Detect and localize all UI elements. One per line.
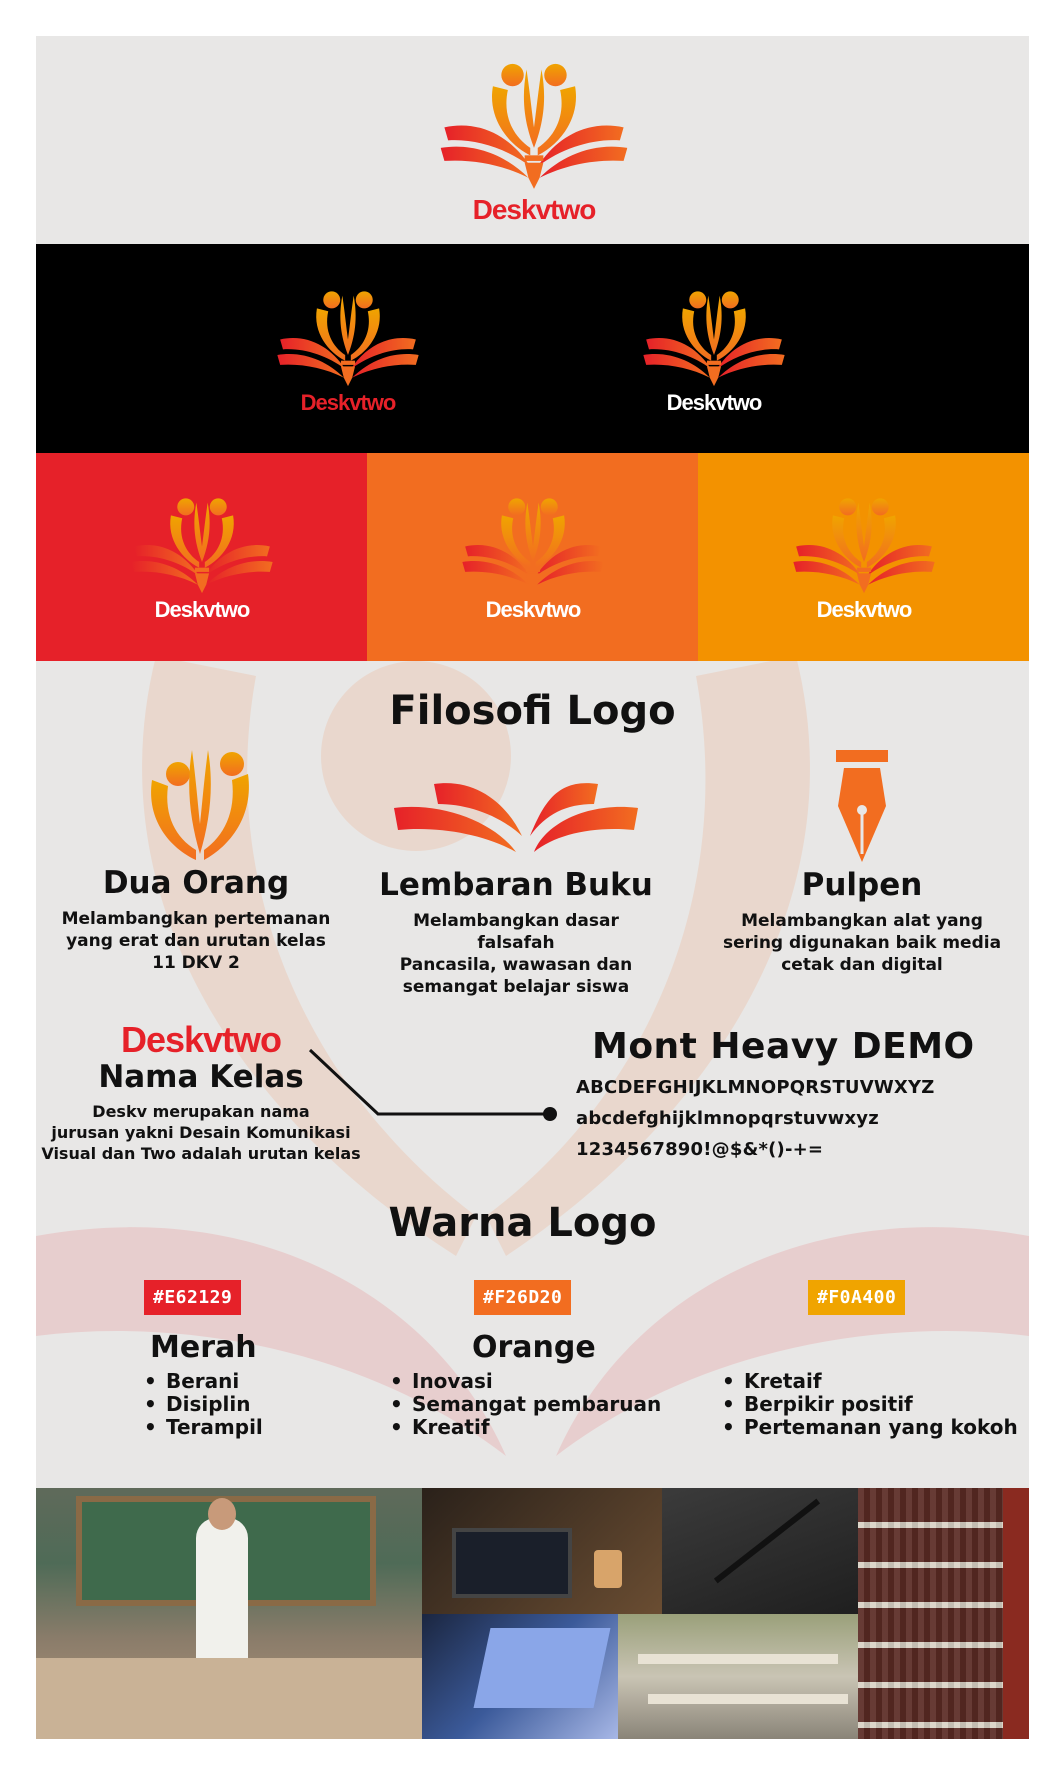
library-bookshelf-photo [858, 1488, 1029, 1739]
list-item: Terampil [144, 1416, 263, 1439]
white-logo-on-amber: Deskvtwo [788, 497, 940, 621]
class-name-heading: Nama Kelas [98, 1059, 304, 1095]
logo-wordmark: Deskvtwo [154, 597, 251, 622]
philosophy-heading: Lembaran Buku [379, 867, 653, 903]
logo-wordmark: Deskvtwo [666, 390, 763, 415]
students-exam-photo [618, 1614, 858, 1739]
pen-on-paper-photo [662, 1488, 858, 1614]
dark-background-band: .p{fill:url(#gPeople)}.b{fill:url(#gBook… [36, 244, 1029, 453]
swatch-red: #E62129 [144, 1280, 242, 1315]
orange-logo-cell: Deskvtwo [367, 453, 698, 661]
primary-logo-band: .p{fill:url(#gPeople)}.b{fill:url(#gBook… [36, 36, 1029, 244]
list-item: Disiplin [144, 1393, 263, 1416]
class-name-description: Deskv merupakan nama jurusan yakni Desai… [41, 1102, 361, 1163]
swatch-orange: #F26D20 [474, 1280, 572, 1315]
pen-nib-icon [836, 750, 888, 862]
people-book-pen-logo-icon [788, 497, 940, 603]
classroom-teacher-photo [36, 1488, 422, 1739]
traits-red: Berani Disiplin Terampil [144, 1370, 263, 1439]
color-background-band: Deskvtwo Deskvtwo Deskvtwo [36, 453, 1029, 661]
palette-title: Warna Logo [388, 1200, 657, 1246]
philosophy-description: Melambangkan dasar falsafah Pancasila, w… [399, 911, 633, 998]
color-name-orange: Orange [472, 1330, 596, 1365]
philosophy-description: Melambangkan alat yang sering digunakan … [722, 911, 1002, 976]
philosophy-item-book: Lembaran Buku Melambangkan dasar falsafa… [376, 868, 656, 998]
list-item: Kreatif [390, 1416, 661, 1439]
logo-wordmark: Deskvtwo [816, 597, 913, 622]
list-item: Inovasi [390, 1370, 661, 1393]
typeface-digits: 1234567890!@$&*()-+= [576, 1139, 824, 1160]
philosophy-title: Filosofi Logo [389, 688, 676, 734]
laptop-desk-photo [422, 1488, 662, 1614]
color-logo-on-black: .p{fill:url(#gPeople)}.b{fill:url(#gBook… [272, 290, 424, 414]
typeface-specimen: Mont Heavy DEMO ABCDEFGHIJKLMNOPQRSTUVWX… [576, 1026, 975, 1160]
list-item: Berani [144, 1370, 263, 1393]
brand-board: .p{fill:url(#gPeople)}.b{fill:url(#gBook… [36, 36, 1029, 1739]
typeface-uppercase: ABCDEFGHIJKLMNOPQRSTUVWXYZ [576, 1077, 935, 1098]
logo-wordmark: Deskvtwo [120, 1019, 282, 1060]
connector-line [308, 1048, 557, 1121]
list-item: Pertemanan yang kokoh [722, 1416, 1018, 1439]
philosophy-heading: Pulpen [801, 867, 923, 903]
typeface-lowercase: abcdefghijklmnopqrstuvwxyz [576, 1108, 879, 1129]
digital-drawing-photo [422, 1614, 618, 1739]
photo-strip [36, 1488, 1029, 1739]
people-book-pen-logo-icon: .p{fill:url(#gPeople)}.b{fill:url(#gBook… [272, 290, 424, 396]
philosophy-description: Melambangkan pertemanan yang erat dan ur… [61, 909, 331, 974]
logo-wordmark: Deskvtwo [485, 597, 582, 622]
white-logo-on-orange: Deskvtwo [457, 497, 609, 621]
open-book-pages-icon [394, 783, 638, 852]
list-item: Berpikir positif [722, 1393, 1018, 1416]
red-logo-cell: Deskvtwo [36, 453, 367, 661]
traits-amber: Kretaif Berpikir positif Pertemanan yang… [722, 1370, 1018, 1439]
philosophy-item-pen: Pulpen Melambangkan alat yang sering dig… [722, 868, 1002, 976]
typeface-name: Mont Heavy DEMO [592, 1026, 975, 1067]
amber-logo-cell: Deskvtwo [698, 453, 1029, 661]
class-name-item: Deskvtwo Nama Kelas Deskv merupakan nama… [36, 1022, 366, 1164]
primary-logo: .p{fill:url(#gPeople)}.b{fill:url(#gBook… [434, 62, 634, 224]
people-book-pen-logo-icon [638, 290, 790, 396]
list-item: Kretaif [722, 1370, 1018, 1393]
white-logo-on-red: Deskvtwo [126, 497, 278, 621]
two-people-icon [151, 750, 249, 860]
white-logo-on-black: Deskvtwo [638, 290, 790, 414]
traits-orange: Inovasi Semangat pembaruan Kreatif [390, 1370, 661, 1439]
people-book-pen-logo-icon [126, 497, 278, 603]
logo-wordmark: Deskvtwo [472, 194, 597, 225]
philosophy-item-people: Dua Orang Melambangkan pertemanan yang e… [56, 866, 336, 974]
people-book-pen-logo-icon: .p{fill:url(#gPeople)}.b{fill:url(#gBook… [434, 62, 634, 202]
logo-wordmark: Deskvtwo [300, 390, 397, 415]
color-name-red: Merah [150, 1330, 257, 1365]
people-book-pen-logo-icon [457, 497, 609, 603]
swatch-amber: #F0A400 [808, 1280, 906, 1315]
list-item: Semangat pembaruan [390, 1393, 661, 1416]
philosophy-heading: Dua Orang [102, 865, 290, 901]
